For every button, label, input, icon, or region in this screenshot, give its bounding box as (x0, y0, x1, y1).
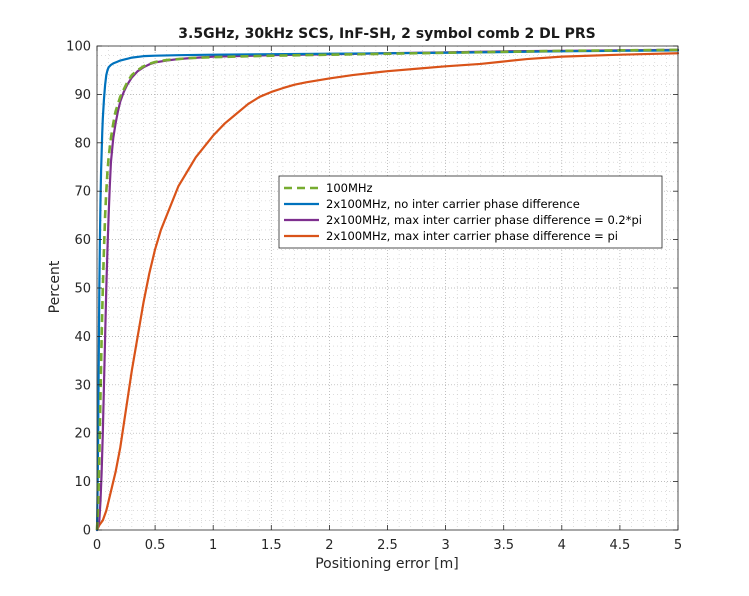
y-tick-label: 80 (74, 136, 91, 151)
major-grid (97, 46, 678, 530)
x-tick-label: 3 (441, 538, 449, 553)
x-tick-label: 1.5 (261, 538, 282, 553)
x-tick-label: 3.5 (493, 538, 514, 553)
chart-title: 3.5GHz, 30kHz SCS, InF-SH, 2 symbol comb… (178, 26, 595, 42)
legend-box (278, 175, 663, 249)
y-tick-label: 10 (74, 475, 91, 490)
series-line-1 (95, 48, 679, 531)
series-line-4 (95, 52, 680, 532)
x-tick-label: 2.5 (377, 538, 398, 553)
legend-label-2: 2x100MHz, no inter carrier phase differe… (326, 197, 580, 211)
y-tick-label: 70 (74, 185, 91, 200)
y-tick-label: 100 (66, 40, 91, 55)
legend-label-3: 2x100MHz, max inter carrier phase differ… (326, 213, 642, 227)
x-tick-label: 4.5 (610, 538, 631, 553)
y-tick-label: 50 (74, 282, 91, 297)
legend: 100MHz 2x100MHz, no inter carrier phase d… (278, 175, 663, 249)
y-tick-labels: 0 10 20 30 40 50 60 70 80 90 100 (66, 40, 91, 539)
y-tick-label: 40 (74, 330, 91, 345)
y-tick-label: 30 (74, 378, 91, 393)
y-tick-label: 20 (74, 427, 91, 442)
y-axis-label: Percent (47, 260, 63, 313)
y-tick-label: 90 (74, 88, 91, 103)
x-tick-label: 0 (93, 538, 101, 553)
x-tick-label: 4 (558, 538, 566, 553)
x-axis-label: Positioning error [m] (315, 556, 459, 572)
y-tick-label: 60 (74, 233, 91, 248)
y-tick-label: 0 (83, 524, 91, 539)
x-tick-labels: 0 0.5 1 1.5 2 2.5 3 3.5 4 4.5 5 (93, 538, 682, 553)
x-tick-label: 2 (325, 538, 333, 553)
legend-label-1: 100MHz (326, 181, 373, 195)
legend-label-4: 2x100MHz, max inter carrier phase differ… (326, 229, 618, 243)
x-tick-label: 5 (674, 538, 682, 553)
x-tick-label: 1 (209, 538, 217, 553)
x-tick-label: 0.5 (145, 538, 166, 553)
ticks (96, 45, 679, 531)
